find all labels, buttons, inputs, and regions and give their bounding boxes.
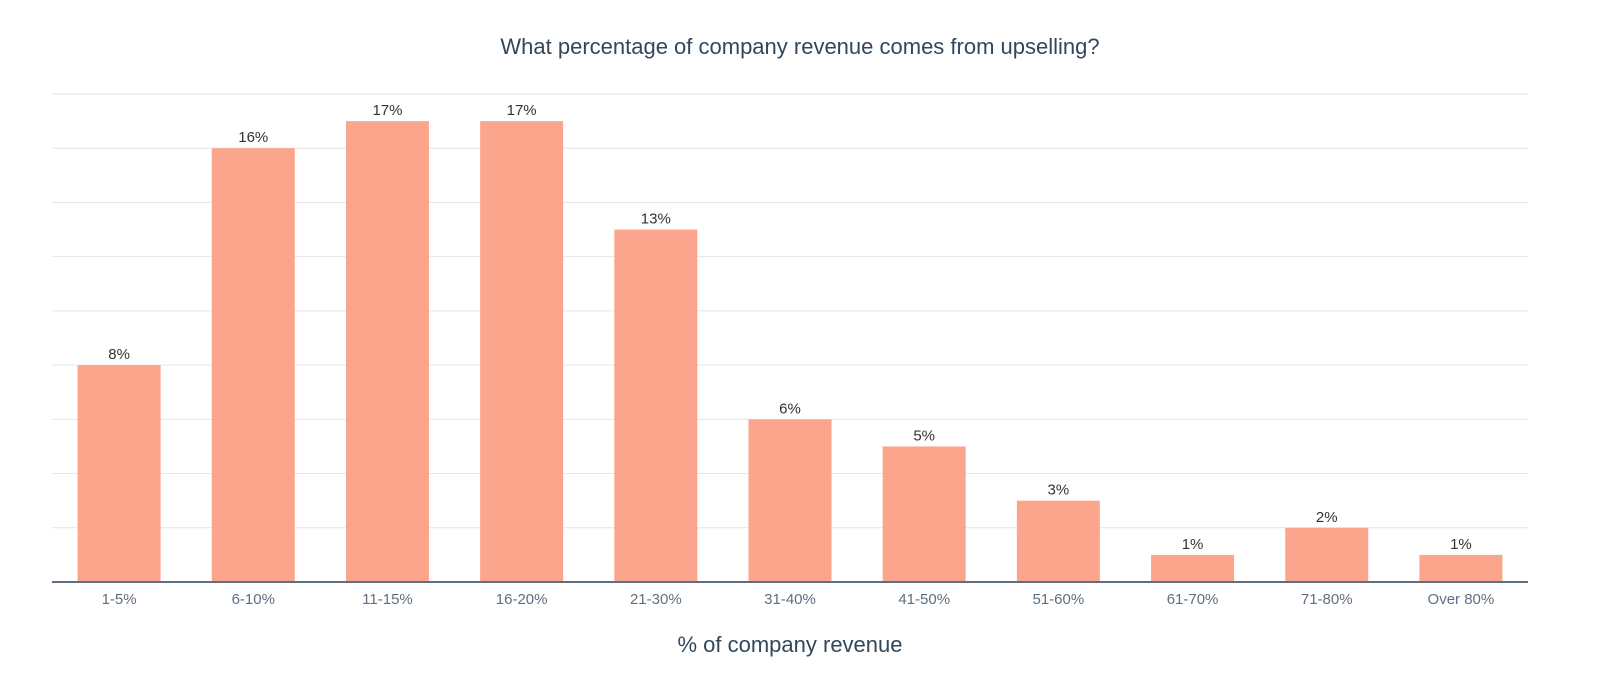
data-label: 13% <box>641 211 671 228</box>
x-tick-label: 41-50% <box>898 591 950 608</box>
bar <box>1016 500 1100 582</box>
bar <box>480 121 564 582</box>
data-label: 8% <box>108 346 130 363</box>
x-tick-label: 16-20% <box>496 591 548 608</box>
data-label: 1% <box>1182 536 1204 553</box>
bar <box>1285 527 1369 582</box>
data-label: 17% <box>372 102 402 119</box>
x-tick-label: 31-40% <box>764 591 816 608</box>
bar <box>614 229 698 583</box>
chart-title: What percentage of company revenue comes… <box>500 34 1100 59</box>
x-tick-label: 21-30% <box>630 591 682 608</box>
bar <box>345 121 429 582</box>
bar <box>882 446 966 582</box>
x-tick-label: 61-70% <box>1167 591 1219 608</box>
bar <box>1151 554 1235 582</box>
x-tick-label: 6-10% <box>232 591 275 608</box>
data-label: 6% <box>779 400 801 417</box>
data-label: 17% <box>507 102 537 119</box>
bar <box>748 419 832 582</box>
data-label: 16% <box>238 129 268 146</box>
x-tick-label: Over 80% <box>1428 591 1495 608</box>
x-tick-label: 11-15% <box>362 591 413 608</box>
data-label: 1% <box>1450 536 1472 553</box>
data-label: 2% <box>1316 509 1338 526</box>
bar <box>211 148 295 582</box>
x-tick-label: 1-5% <box>102 591 137 608</box>
data-label: 5% <box>913 427 935 444</box>
bar <box>1419 554 1503 582</box>
data-label: 3% <box>1048 482 1070 499</box>
x-tick-label: 51-60% <box>1033 591 1085 608</box>
x-axis-label: % of company revenue <box>677 632 903 657</box>
bar <box>77 365 161 582</box>
x-tick-label: 71-80% <box>1301 591 1353 608</box>
